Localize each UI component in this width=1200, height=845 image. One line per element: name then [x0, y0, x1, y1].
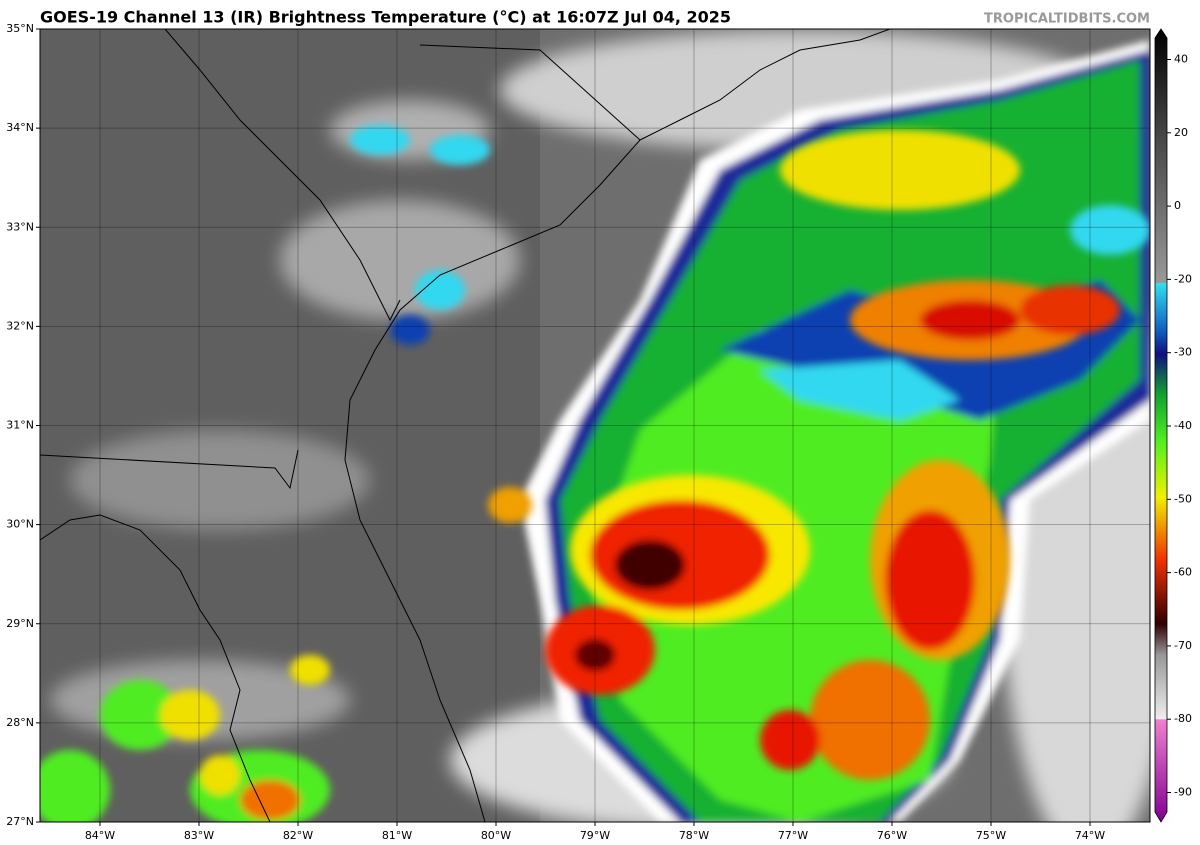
colorbar-tick-label: 0 [1174, 199, 1181, 212]
lon-label: 82°W [283, 829, 313, 842]
colorbar-tick-label: -30 [1174, 346, 1192, 359]
lon-label: 75°W [976, 829, 1006, 842]
colorbar-tick-label: -40 [1174, 419, 1192, 432]
lon-label: 83°W [184, 829, 214, 842]
lon-label: 81°W [382, 829, 412, 842]
colorbar [1154, 28, 1168, 823]
lat-label: 30°N [6, 518, 34, 531]
colorbar-tick-label: 40 [1174, 53, 1188, 66]
lat-label: 32°N [6, 319, 34, 332]
title: GOES-19 Channel 13 (IR) Brightness Tempe… [40, 8, 731, 27]
lat-label: 28°N [6, 716, 34, 729]
lat-label: 31°N [6, 419, 34, 432]
lon-label: 84°W [85, 829, 115, 842]
colorbar-tick-label: -80 [1174, 712, 1192, 725]
graticule [40, 29, 1150, 822]
watermark: TROPICALTIDBITS.COM [984, 12, 1150, 27]
colorbar-tick-label: -60 [1174, 566, 1192, 579]
lat-label: 35°N [6, 22, 34, 35]
satellite-map [40, 29, 1150, 822]
lat-label: 29°N [6, 617, 34, 630]
lat-label: 34°N [6, 121, 34, 134]
lat-label: 33°N [6, 220, 34, 233]
lon-label: 78°W [679, 829, 709, 842]
lon-label: 80°W [481, 829, 511, 842]
lon-label: 77°W [778, 829, 808, 842]
lon-label: 79°W [580, 829, 610, 842]
lon-label: 76°W [877, 829, 907, 842]
lon-label: 74°W [1075, 829, 1105, 842]
labels: 35°N 34°N 33°N 32°N 31°N 30°N 29°N 28°N 27°N 84°W… [6, 22, 1192, 842]
colorbar-tick-label: -50 [1174, 492, 1192, 505]
colorbar-tick-label: -90 [1174, 786, 1192, 799]
lat-label: 27°N [6, 815, 34, 828]
colorbar-tick-label: 20 [1174, 126, 1188, 139]
colorbar-tick-label: -20 [1174, 272, 1192, 285]
colorbar-tick-label: -70 [1174, 639, 1192, 652]
